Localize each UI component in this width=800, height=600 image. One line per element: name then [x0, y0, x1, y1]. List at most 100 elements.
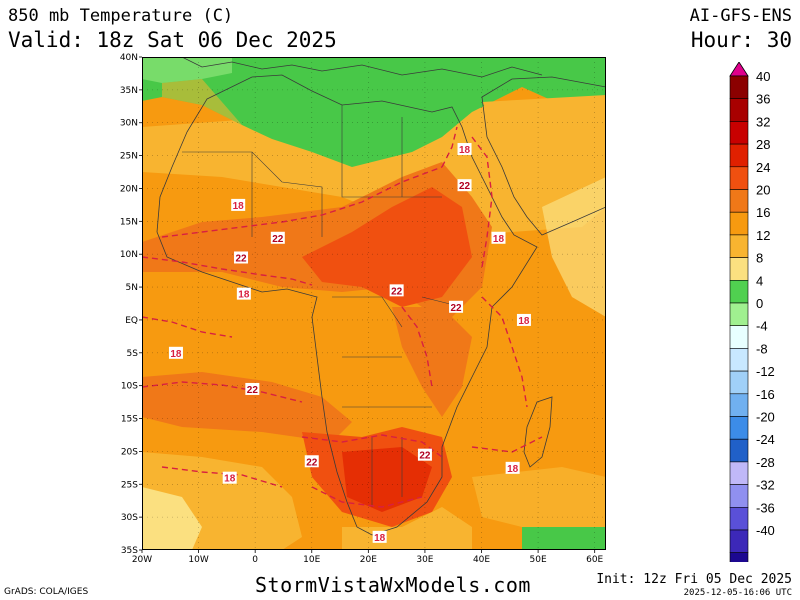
colorbar-label: 24	[756, 160, 770, 175]
svg-text:22: 22	[459, 181, 471, 192]
colorbar-box	[729, 393, 749, 417]
colorbar-label: 16	[756, 205, 770, 220]
model-name: AI-GFS-ENS	[689, 6, 792, 26]
svg-text:22: 22	[272, 234, 284, 245]
country-borders	[182, 105, 463, 507]
chart-title: 850 mb Temperature (C)	[8, 6, 234, 26]
svg-text:22: 22	[391, 286, 403, 297]
contour-label: 22	[417, 448, 432, 462]
lat-tick-label: 20N	[120, 184, 138, 194]
colorbar-box	[729, 506, 749, 531]
colorbar-box	[729, 189, 749, 213]
contour-lines	[142, 126, 543, 508]
svg-text:22: 22	[419, 451, 431, 462]
svg-text:18: 18	[493, 234, 505, 245]
contour-label: 22	[389, 284, 404, 297]
lon-tick-label: 10W	[188, 555, 208, 565]
site-name[interactable]: StormVistaWxModels.com	[255, 573, 531, 597]
colorbar-label: -40	[756, 523, 775, 538]
contour-label: 22	[457, 179, 472, 192]
svg-text:22: 22	[450, 303, 462, 314]
colorbar-box	[729, 552, 749, 576]
colorbar-box	[729, 166, 749, 190]
field-south-atlantic	[142, 372, 352, 442]
colorbar-boxes	[729, 61, 749, 591]
map-border	[142, 57, 606, 550]
svg-text:22: 22	[306, 457, 318, 468]
contour-labels: 18 22 18 22 18 22 18 22 22 18 18 22 22 22 18 18 18	[168, 143, 531, 544]
lon-tick-label: 10E	[303, 555, 320, 565]
lat-tick-label: 15N	[120, 217, 138, 227]
colorbar-box	[729, 529, 749, 554]
graticule	[142, 57, 606, 550]
contour-label: 18	[372, 530, 387, 544]
colorbar-box	[729, 257, 749, 281]
contour-label: 18	[491, 231, 506, 245]
lat-tick-label: 10S	[121, 382, 138, 392]
colorbar-box	[729, 280, 749, 304]
colorbar-top-arrow	[729, 61, 749, 77]
field-red-orange-core	[302, 187, 472, 307]
svg-text:22: 22	[235, 253, 247, 264]
arabia-coastline	[481, 76, 606, 236]
lon-tick-label: 60E	[586, 555, 603, 565]
colorbar-label: -8	[756, 341, 768, 356]
colorbar-box	[729, 370, 749, 395]
svg-text:18: 18	[233, 201, 245, 212]
colorbar-box	[729, 348, 749, 372]
lat-tick-labels: 40N 35N 30N 25N 20N 15N 10N 5N EQ 5S 10S 15S 20S 25S 3…	[120, 53, 142, 556]
colorbar-box	[729, 98, 749, 122]
lat-tick-label: 15S	[121, 415, 138, 425]
forecast-hour: Hour: 30	[690, 28, 792, 52]
contour-label: 18	[516, 313, 531, 327]
contour-label: 18	[168, 346, 183, 360]
colorbar-label: 0	[756, 296, 763, 311]
colorbar-label: 40	[756, 69, 770, 84]
colorbar-box	[729, 461, 749, 485]
svg-text:18: 18	[224, 474, 236, 485]
field-light-green	[142, 57, 232, 83]
colorbar-label: 28	[756, 137, 770, 152]
colorbar-label: -32	[756, 478, 775, 493]
lat-tick-label: 35S	[121, 546, 138, 556]
grads-credit: GrADS: COLA/IGES	[4, 587, 89, 597]
colorbar-box	[729, 234, 749, 258]
contour-label: 18	[505, 461, 520, 475]
colorbar-labels: 4036322824201612840-4-8-12-16-20-24-28-3…	[756, 69, 775, 538]
lat-tick-label: 25S	[121, 480, 138, 490]
colorbar-box	[729, 325, 749, 349]
lat-tick-label: 30S	[121, 513, 138, 523]
colorbar-label: -4	[756, 319, 768, 334]
lon-tick-label: 40E	[473, 555, 490, 565]
created-time: 2025-12-05-16:06 UTC	[683, 588, 792, 598]
lat-tick-label: EQ	[125, 316, 138, 326]
lon-tick-label: 0	[252, 555, 258, 565]
init-time: Init: 12z Fri 05 Dec 2025	[596, 572, 792, 587]
field-green	[142, 57, 606, 167]
colorbar-box	[729, 438, 749, 463]
contour-label: 18	[236, 287, 251, 301]
colorbar-box	[729, 484, 749, 508]
contour-label: 22	[270, 231, 285, 245]
lat-tick-label: 20S	[121, 447, 138, 457]
contour-label: 22	[449, 300, 464, 314]
colorbar-label: 8	[756, 251, 763, 266]
contour-label: 18	[222, 471, 237, 485]
colorbar-canvas: 4036322824201612840-4-8-12-16-20-24-28-3…	[729, 61, 775, 591]
lon-tick-label: 50E	[530, 555, 547, 565]
svg-text:18: 18	[374, 533, 386, 544]
lon-tick-label: 20W	[132, 555, 152, 565]
svg-text:18: 18	[518, 316, 530, 327]
colorbar-label: -28	[756, 455, 775, 470]
map-canvas: 18 22 18 22 18 22 18 22 22 18 18 22 22 22 18 18 18	[142, 57, 606, 550]
colorbar-box	[729, 416, 749, 440]
colorbar-label: -36	[756, 500, 775, 515]
colorbar-label: -20	[756, 410, 775, 425]
svg-text:22: 22	[247, 385, 259, 396]
lat-tick-label: 5N	[126, 283, 138, 293]
africa-coastline	[156, 74, 538, 536]
temperature-map: 18 22 18 22 18 22 18 22 22 18 18 22 22 22 18 18 18	[142, 57, 606, 550]
field-light-orange-north	[142, 99, 606, 237]
svg-text:18: 18	[459, 145, 471, 156]
colorbar-label: 20	[756, 183, 770, 198]
